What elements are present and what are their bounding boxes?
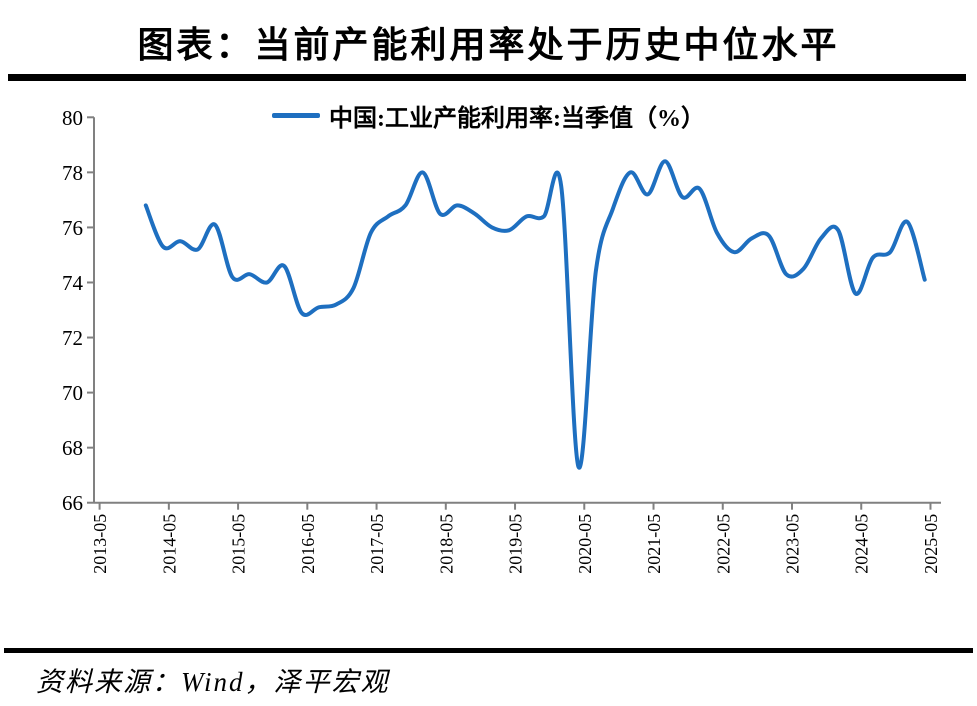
y-tick-label: 68	[62, 436, 83, 460]
y-tick-label: 80	[62, 106, 83, 130]
source-note: 资料来源：Wind，泽平宏观	[36, 667, 390, 697]
y-tick-label: 72	[62, 326, 83, 350]
legend-series-label: 中国:工业产能利用率:当季值（%）	[329, 106, 705, 132]
x-tick-label: 2016-05	[298, 514, 318, 574]
y-tick-label: 74	[62, 271, 84, 295]
x-tick-label: 2018-05	[436, 514, 456, 574]
x-tick-label: 2019-05	[506, 514, 526, 574]
y-tick-label: 66	[62, 491, 83, 515]
y-tick-label: 76	[62, 216, 83, 240]
x-tick-label: 2014-05	[159, 514, 179, 574]
x-tick-label: 2023-05	[783, 514, 803, 574]
x-tick-label: 2015-05	[229, 514, 249, 574]
x-tick-label: 2013-05	[90, 514, 110, 574]
x-tick-label: 2024-05	[852, 514, 872, 574]
x-tick-label: 2025-05	[921, 514, 941, 574]
series-line	[143, 159, 927, 470]
legend: 中国:工业产能利用率:当季值（%）	[0, 98, 977, 133]
chart-canvas: 66 68 70 72 74 76 78 80 2013-05 2014-05 2015-05 201…	[62, 106, 941, 574]
x-tick-label: 2021-05	[644, 514, 664, 574]
footer-divider-rule	[4, 648, 973, 653]
x-tick-label: 2022-05	[713, 514, 733, 574]
y-tick-label: 70	[62, 381, 83, 405]
chart-title: 图表：当前产能利用率处于历史中位水平	[137, 25, 840, 65]
legend-line-swatch	[272, 113, 320, 118]
x-tick-label: 2020-05	[575, 514, 595, 574]
title-divider-rule	[8, 74, 966, 81]
y-tick-label: 78	[62, 161, 83, 185]
x-tick-label: 2017-05	[367, 514, 387, 574]
line-chart: 66 68 70 72 74 76 78 80 2013-05 2014-05 2015-05 201…	[0, 88, 977, 640]
